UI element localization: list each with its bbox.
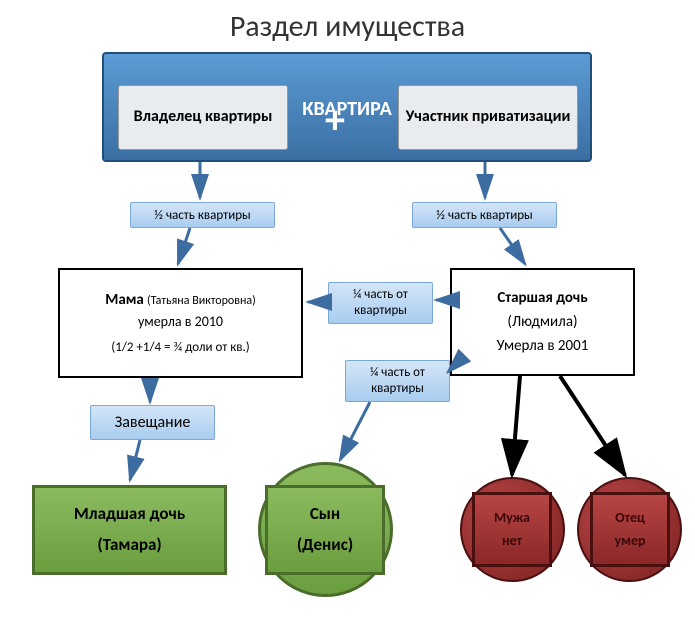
mama-name: Мама [105, 291, 144, 309]
will-box: Завещание [90, 405, 215, 440]
plus-icon: + [325, 95, 345, 144]
husband-box: Мужа нет [472, 492, 552, 567]
daughter-died: Умерла в 2001 [497, 334, 589, 358]
son-line1: Сын [310, 499, 340, 530]
tamara-box: Младшая дочь (Тамара) [32, 485, 227, 575]
mama-fraction: (1/2 +1/4 = ¾ доли от кв.) [111, 338, 249, 358]
owner-box: Владелец квартиры [118, 85, 288, 150]
son-line2: (Денис) [297, 530, 353, 561]
husband-line2: нет [502, 530, 522, 552]
tamara-line1: Младшая дочь [74, 499, 185, 530]
father-box: Отец умер [590, 492, 670, 567]
daughter-name: Старшая дочь [497, 286, 587, 310]
mama-died: умерла в 2010 [138, 311, 223, 332]
quarter-share-1: ¼ часть от квартиры [328, 282, 433, 324]
father-line2: умер [614, 530, 645, 552]
quarter-share-2: ¼ часть от квартиры [345, 360, 450, 402]
tamara-line2: (Тамара) [97, 530, 161, 561]
page-title: Раздел имущества [0, 0, 695, 45]
father-line1: Отец [615, 507, 645, 529]
participant-box: Участник приватизации [398, 85, 578, 150]
daughter-fullname: (Людмила) [507, 310, 577, 334]
mama-fullname: (Татьяна Викторовна) [147, 294, 256, 308]
apartment-label: КВАРТИРА [302, 93, 392, 121]
mama-box: Мама (Татьяна Викторовна) умерла в 2010 … [58, 268, 303, 378]
half-share-left: ½ часть квартиры [130, 202, 275, 228]
half-share-right: ½ часть квартиры [412, 202, 557, 228]
elder-daughter-box: Старшая дочь (Людмила) Умерла в 2001 [450, 268, 635, 376]
son-box: Сын (Денис) [265, 485, 385, 575]
husband-line1: Мужа [494, 507, 530, 529]
